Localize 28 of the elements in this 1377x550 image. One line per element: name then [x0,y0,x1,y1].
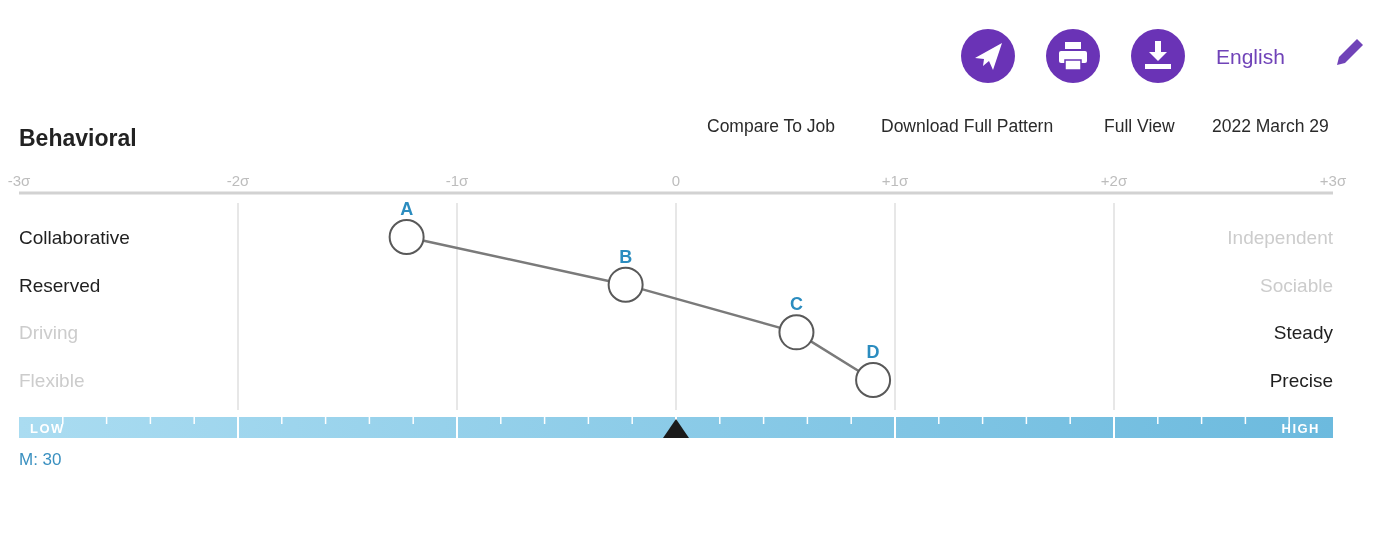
text: English [1216,45,1285,68]
text: 2022 March 29 [1212,116,1329,136]
text: Compare To Job [707,116,836,136]
text: Full View [1104,116,1176,136]
data-label: D [866,342,880,362]
data-label: A [400,199,414,219]
chart-title: Behavioral [19,125,137,151]
x-tick-label: +3σ [1319,172,1347,189]
point [607,266,644,303]
y2-tick-label: Precise [1269,370,1333,391]
data-label: C [789,294,803,315]
x-tick-label: +1σ [881,172,909,189]
point [388,219,425,255]
text: M: 30 [19,450,62,469]
text: HIGH [1281,421,1320,436]
x-tick-label: +2σ [1100,172,1128,189]
x-tick-label: 0 [671,172,681,189]
data-label: B [619,246,633,267]
x-tick-label: -1σ [445,172,470,189]
x-tick-label: -2σ [226,172,251,189]
y-tick-label: Collaborative [19,227,130,248]
y-tick-label: Reserved [19,274,101,296]
point [778,314,815,351]
text: LOW [30,421,65,436]
text: Download Full Pattern [881,116,1054,136]
point [855,362,892,398]
y2-tick-label: Steady [1273,322,1334,344]
x-tick-label: -3σ [7,172,32,189]
